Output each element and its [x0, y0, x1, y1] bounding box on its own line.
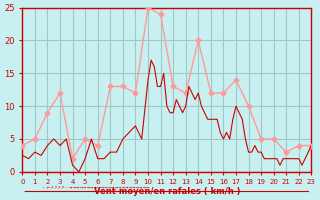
- Text: ~ ←↗↗↗↗~ →→→→→→→→→→→→→→→→→→→→→→→: ~ ←↗↗↗↗~ →→→→→→→→→→→→→→→→→→→→→→→: [42, 186, 149, 190]
- X-axis label: Vent moyen/en rafales ( km/h ): Vent moyen/en rafales ( km/h ): [94, 187, 240, 196]
